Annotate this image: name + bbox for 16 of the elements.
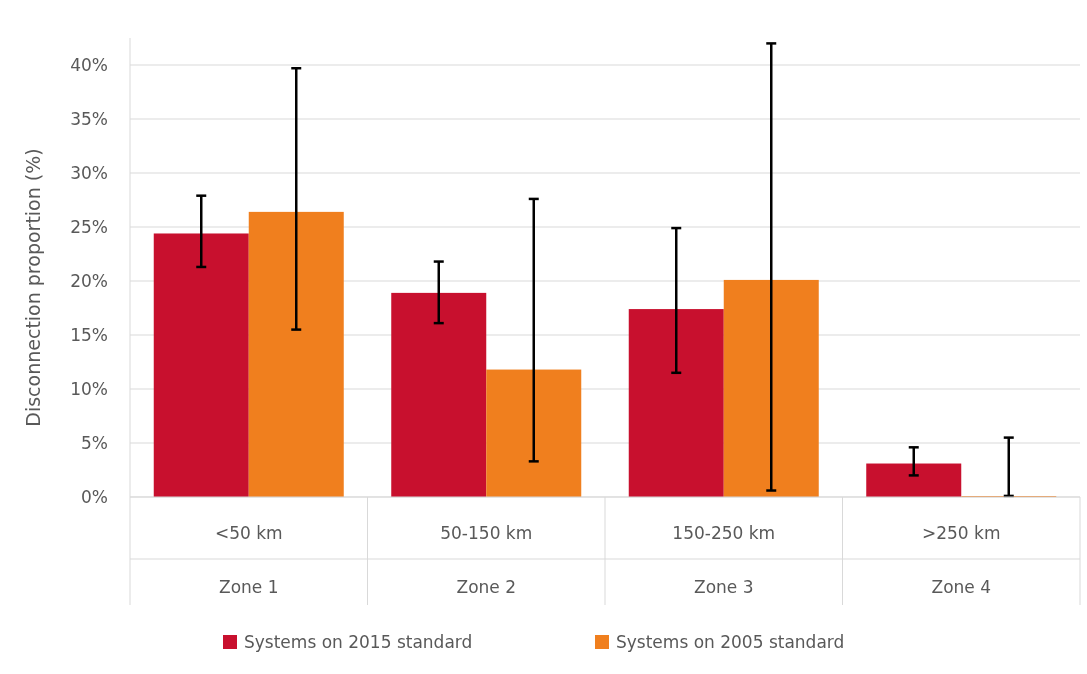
y-tick-label: 20% — [70, 270, 108, 291]
legend-label: Systems on 2005 standard — [616, 631, 845, 652]
y-tick-label: 35% — [70, 108, 108, 129]
category-label: >250 km Zone 4 — [921, 523, 1001, 597]
y-tick-label: 40% — [70, 54, 108, 75]
y-axis-title: Disconnection proportion (%) — [22, 148, 44, 427]
y-tick-label: 25% — [70, 216, 108, 237]
category-label: 150-250 km Zone 3 — [672, 523, 776, 597]
y-tick-label: 15% — [70, 324, 108, 345]
legend-label: Systems on 2015 standard — [244, 631, 473, 652]
category-label: 50-150 km Zone 2 — [440, 523, 533, 597]
y-tick-label: 10% — [70, 378, 108, 399]
y-tick-label: 0% — [81, 486, 108, 507]
category-label: <50 km Zone 1 — [214, 523, 283, 597]
y-tick-label: 30% — [70, 162, 108, 183]
y-tick-label: 5% — [81, 432, 108, 453]
